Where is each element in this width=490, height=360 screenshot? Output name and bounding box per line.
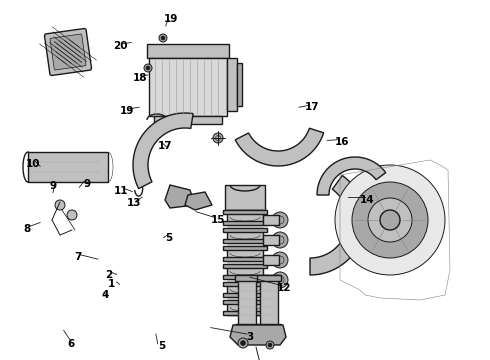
Bar: [147, 44, 229, 58]
Circle shape: [144, 64, 152, 72]
Polygon shape: [317, 157, 386, 195]
Bar: [227, 228, 263, 243]
Text: 12: 12: [277, 283, 292, 293]
Bar: [257, 275, 281, 281]
Text: 9: 9: [84, 179, 91, 189]
Text: 15: 15: [211, 215, 225, 225]
Bar: [227, 210, 263, 225]
Bar: [238, 275, 256, 330]
Circle shape: [276, 276, 284, 284]
Bar: [223, 293, 267, 297]
Text: 1: 1: [108, 279, 115, 289]
Polygon shape: [165, 185, 195, 208]
Text: 17: 17: [158, 141, 173, 151]
Bar: [223, 275, 267, 279]
Bar: [263, 235, 279, 245]
Circle shape: [335, 165, 445, 275]
Polygon shape: [185, 192, 212, 210]
Text: 10: 10: [26, 159, 41, 169]
Circle shape: [241, 341, 245, 346]
Polygon shape: [230, 325, 286, 345]
Bar: [260, 275, 278, 330]
Bar: [223, 264, 267, 268]
Circle shape: [161, 36, 165, 40]
Bar: [237, 63, 242, 106]
FancyBboxPatch shape: [50, 34, 86, 70]
Bar: [223, 239, 267, 243]
Text: 19: 19: [163, 14, 178, 24]
Text: 7: 7: [74, 252, 82, 262]
Circle shape: [352, 182, 428, 258]
Circle shape: [159, 34, 167, 42]
Circle shape: [266, 341, 274, 349]
Bar: [149, 58, 227, 116]
Bar: [227, 282, 263, 297]
Bar: [223, 282, 267, 286]
Circle shape: [276, 236, 284, 244]
Bar: [263, 215, 279, 225]
Bar: [227, 58, 237, 111]
Circle shape: [276, 216, 284, 224]
Circle shape: [67, 210, 77, 220]
Bar: [227, 264, 263, 279]
Text: 5: 5: [158, 341, 165, 351]
Bar: [225, 185, 265, 210]
Text: 19: 19: [120, 106, 135, 116]
Text: 14: 14: [360, 195, 375, 205]
Text: 4: 4: [101, 290, 109, 300]
Bar: [227, 246, 263, 261]
Bar: [263, 275, 279, 285]
Bar: [257, 324, 281, 330]
Circle shape: [216, 135, 220, 140]
Bar: [223, 210, 267, 214]
Bar: [223, 257, 267, 261]
Circle shape: [272, 272, 288, 288]
Text: 5: 5: [166, 233, 172, 243]
Circle shape: [272, 252, 288, 268]
Bar: [223, 228, 267, 232]
Circle shape: [272, 212, 288, 228]
Bar: [227, 300, 263, 315]
Bar: [223, 246, 267, 250]
Bar: [263, 255, 279, 265]
Polygon shape: [235, 128, 324, 166]
Circle shape: [213, 133, 223, 143]
Text: 17: 17: [305, 102, 320, 112]
Text: 2: 2: [105, 270, 112, 280]
Bar: [223, 311, 267, 315]
Circle shape: [55, 200, 65, 210]
Text: 11: 11: [114, 186, 129, 196]
Circle shape: [272, 232, 288, 248]
Polygon shape: [310, 176, 365, 275]
Circle shape: [276, 256, 284, 264]
FancyBboxPatch shape: [45, 28, 92, 76]
Text: 9: 9: [49, 181, 56, 192]
Circle shape: [268, 343, 272, 347]
Bar: [28, 152, 108, 182]
Polygon shape: [133, 113, 193, 189]
Text: 13: 13: [126, 198, 141, 208]
Circle shape: [368, 198, 412, 242]
Bar: [235, 324, 259, 330]
Text: 16: 16: [335, 137, 349, 147]
Circle shape: [146, 66, 150, 70]
Bar: [223, 221, 267, 225]
Bar: [154, 116, 222, 124]
Text: 6: 6: [68, 339, 74, 349]
Text: 3: 3: [246, 332, 253, 342]
Bar: [223, 300, 267, 304]
Text: 20: 20: [113, 41, 127, 51]
Circle shape: [238, 338, 248, 348]
Text: 18: 18: [132, 73, 147, 84]
Bar: [235, 275, 259, 281]
Circle shape: [380, 210, 400, 230]
Text: 8: 8: [24, 224, 30, 234]
